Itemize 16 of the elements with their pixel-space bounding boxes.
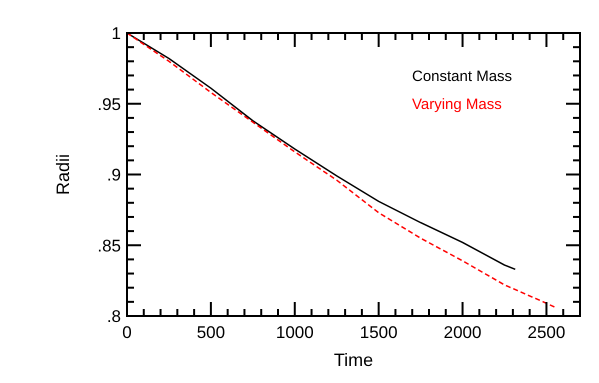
y-axis-title: Radii bbox=[53, 154, 73, 196]
text: Varying Mass bbox=[412, 96, 502, 113]
x-tick-label: 1500 bbox=[360, 323, 398, 342]
line-series bbox=[126, 32, 556, 308]
y-tick-label: .85 bbox=[97, 236, 121, 256]
x-tick-label: 1000 bbox=[276, 323, 314, 342]
x-tick-label: 500 bbox=[196, 323, 226, 342]
text: Constant Mass bbox=[412, 68, 512, 85]
y-tick-label: .95 bbox=[97, 94, 121, 114]
x-tick-label: 0 bbox=[122, 323, 132, 342]
x-axis-title: Time bbox=[334, 350, 374, 370]
x-tick-label: 2000 bbox=[444, 323, 482, 342]
y-tick-label: .9 bbox=[106, 166, 121, 184]
y-tick-label: 1 bbox=[112, 24, 121, 43]
y-tick-label: .8 bbox=[106, 307, 121, 326]
x-tick-label: 2500 bbox=[528, 323, 566, 342]
